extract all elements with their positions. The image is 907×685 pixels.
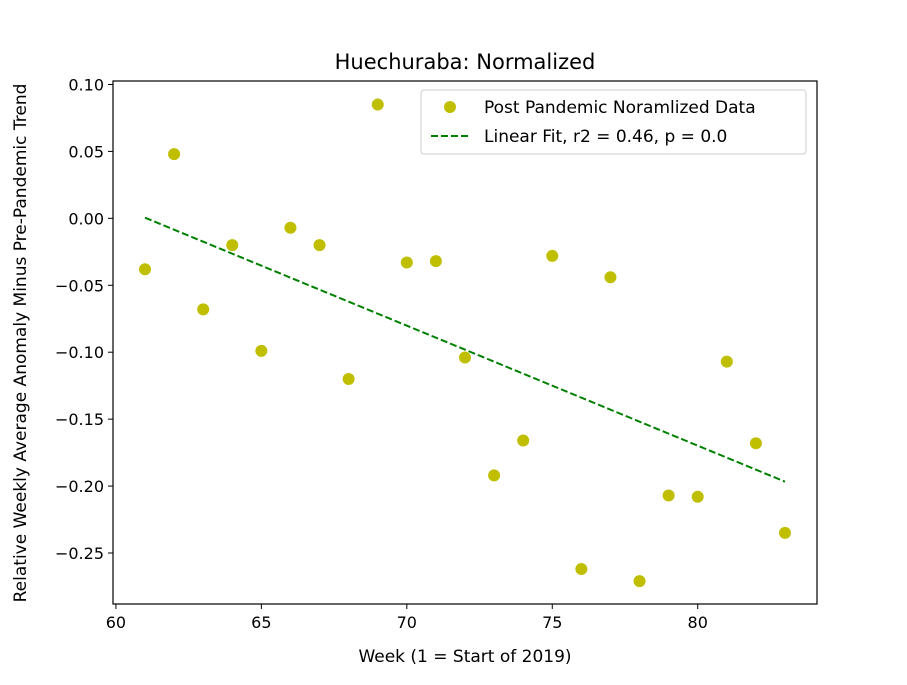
data-point — [400, 256, 413, 269]
x-tick-label: 80 — [688, 613, 708, 632]
legend: Post Pandemic Noramlized Data Linear Fit,… — [420, 89, 807, 155]
data-point — [139, 263, 151, 276]
plot-layer — [139, 98, 791, 588]
data-point — [284, 221, 297, 234]
data-point — [604, 271, 617, 284]
y-tick-label: 0.10 — [68, 75, 104, 94]
data-point — [313, 239, 326, 252]
data-point — [575, 563, 588, 576]
legend-marker-points — [444, 101, 456, 113]
legend-label-fit: Linear Fit, r2 = 0.46, p = 0.0 — [484, 127, 727, 147]
data-point — [662, 489, 675, 502]
data-point — [197, 303, 210, 316]
x-axis-title: Week (1 = Start of 2019) — [358, 647, 571, 667]
y-tick-label: −0.15 — [55, 410, 104, 429]
x-tick-label: 70 — [397, 613, 417, 632]
data-point — [429, 255, 442, 268]
plot-frame — [112, 80, 818, 605]
legend-label-points: Post Pandemic Noramlized Data — [484, 98, 756, 118]
data-point — [633, 575, 646, 588]
y-tick-label: −0.25 — [55, 544, 104, 563]
y-tick-label: 0.05 — [68, 142, 104, 161]
legend-box — [420, 89, 807, 155]
data-point — [488, 469, 501, 482]
y-tick-label: −0.05 — [55, 276, 104, 295]
data-point — [371, 98, 384, 111]
x-tick-label: 75 — [542, 613, 562, 632]
x-tick-label: 65 — [251, 613, 271, 632]
y-tick-label: −0.10 — [55, 343, 104, 362]
data-point — [779, 526, 791, 539]
data-point — [168, 148, 181, 161]
data-point — [517, 434, 530, 447]
x-tick-label: 60 — [106, 613, 126, 632]
data-point — [226, 239, 239, 252]
linear-fit-line — [144, 216, 786, 483]
axes-layer: 60 65 70 75 80 0.10 0.05 0.00 −0.05 −0.10 −0.15 −0.… — [55, 75, 818, 632]
data-point — [255, 344, 268, 357]
data-point — [459, 351, 471, 364]
chart-title: Huechuraba: Normalized — [335, 50, 596, 74]
data-point — [546, 249, 559, 262]
y-tick-label: 0.00 — [68, 209, 104, 228]
data-point — [342, 372, 355, 385]
y-tick-label: −0.20 — [55, 477, 104, 496]
y-axis-title: Relative Weekly Average Anomaly Minus Pr… — [11, 84, 31, 603]
data-point — [749, 437, 762, 450]
data-point — [720, 355, 733, 368]
data-point — [691, 490, 704, 503]
